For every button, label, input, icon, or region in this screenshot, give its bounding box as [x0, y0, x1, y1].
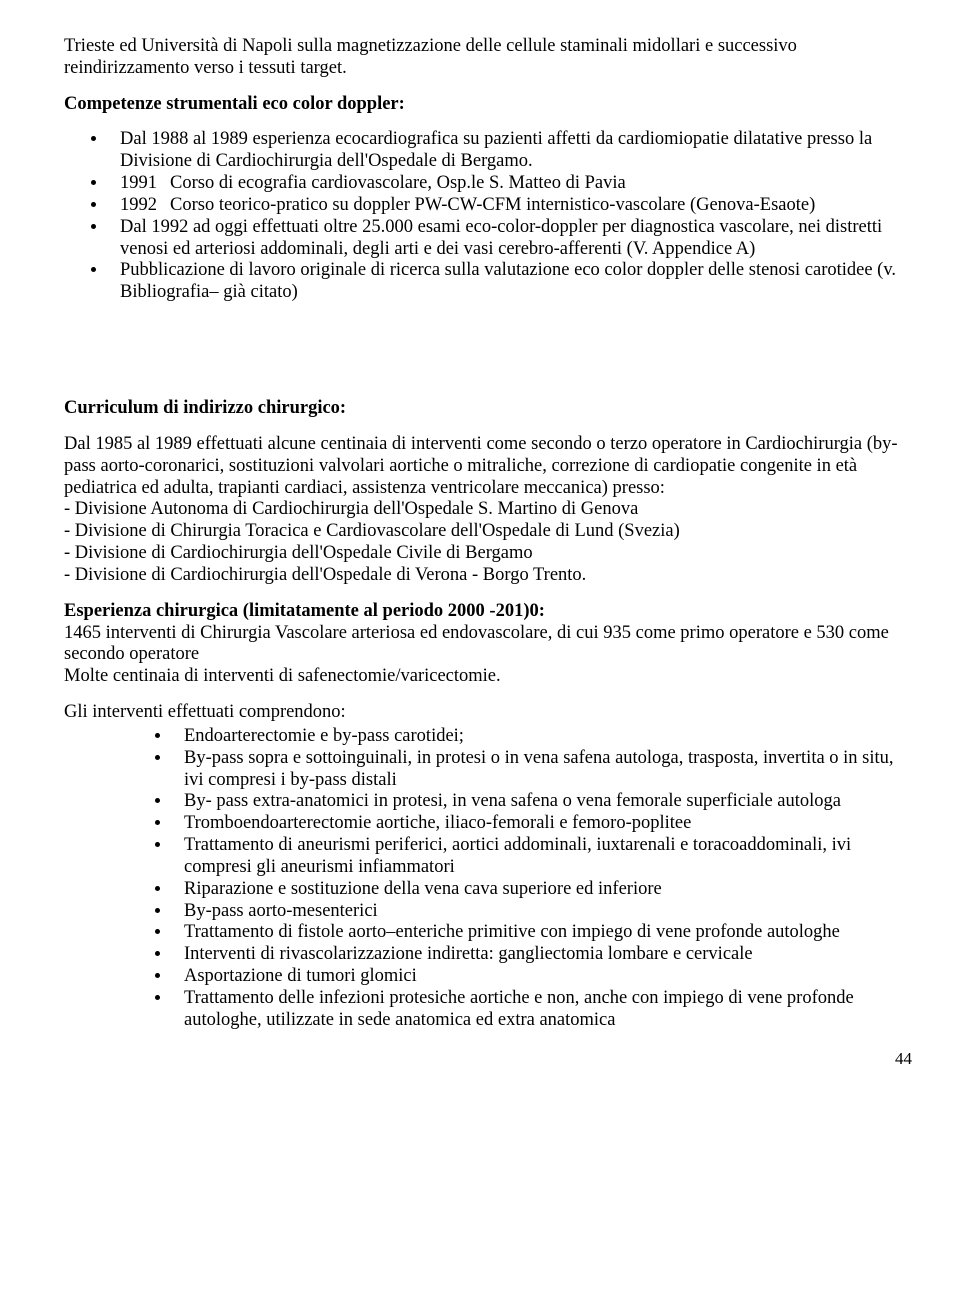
list-text: Endoarterectomie e by-pass carotidei; [184, 726, 464, 746]
list-text: Corso teorico-pratico su doppler PW-CW-C… [170, 195, 815, 215]
list-text: Riparazione e sostituzione della vena ca… [184, 879, 662, 899]
list-item: Trattamento di aneurismi periferici, aor… [172, 835, 912, 879]
paragraph-line: Dal 1985 al 1989 effettuati alcune centi… [64, 434, 912, 499]
paragraph-line: - Divisione di Cardiochirurgia dell'Ospe… [64, 565, 912, 587]
list-text: Tromboendoarterectomie aortiche, iliaco-… [184, 813, 691, 833]
intro-paragraph: Trieste ed Università di Napoli sulla ma… [64, 36, 912, 80]
list-text: Pubblicazione di lavoro originale di ric… [120, 260, 896, 302]
list-text: By-pass sopra e sottoinguinali, in prote… [184, 748, 894, 790]
list-text: Trattamento delle infezioni protesiche a… [184, 988, 854, 1030]
list-item: Trattamento di fistole aorto–enteriche p… [172, 922, 912, 944]
paragraph-line: - Divisione di Cardiochirurgia dell'Ospe… [64, 543, 912, 565]
interventi-intro: Gli interventi effettuati comprendono: [64, 702, 912, 724]
heading-competenze: Competenze strumentali eco color doppler… [64, 94, 912, 116]
list-item: Pubblicazione di lavoro originale di ric… [108, 260, 912, 304]
paragraph-line: - Divisione di Chirurgia Toracica e Card… [64, 521, 912, 543]
list-item: Dal 1992 ad oggi effettuati oltre 25.000… [108, 217, 912, 261]
list-item: By- pass extra-anatomici in protesi, in … [172, 791, 912, 813]
list-item: By-pass aorto-mesenterici [172, 901, 912, 923]
list-text: Dal 1992 ad oggi effettuati oltre 25.000… [120, 217, 882, 259]
heading-curriculum: Curriculum di indirizzo chirurgico: [64, 398, 912, 420]
list-text: By-pass aorto-mesenterici [184, 901, 378, 921]
list-item: Endoarterectomie e by-pass carotidei; [172, 726, 912, 748]
list-item: Dal 1988 al 1989 esperienza ecocardiogra… [108, 129, 912, 173]
list-text: Dal 1988 al 1989 esperienza ecocardiogra… [120, 129, 872, 171]
esperienza-heading-text: Esperienza chirurgica (limitatamente al … [64, 601, 545, 621]
list-year: 1992 [120, 195, 170, 217]
competenze-list: Dal 1988 al 1989 esperienza ecocardiogra… [64, 129, 912, 304]
list-item: Trattamento delle infezioni protesiche a… [172, 988, 912, 1032]
curriculum-paragraph: Dal 1985 al 1989 effettuati alcune centi… [64, 434, 912, 587]
list-text: Asportazione di tumori glomici [184, 966, 417, 986]
list-item: Asportazione di tumori glomici [172, 966, 912, 988]
heading-esperienza: Esperienza chirurgica (limitatamente al … [64, 601, 912, 623]
list-item: Tromboendoarterectomie aortiche, iliaco-… [172, 813, 912, 835]
list-text: Trattamento di fistole aorto–enteriche p… [184, 922, 840, 942]
list-item: Interventi di rivascolarizzazione indire… [172, 944, 912, 966]
list-item: 1992Corso teorico-pratico su doppler PW-… [108, 195, 912, 217]
list-year: 1991 [120, 173, 170, 195]
paragraph-line: - Divisione Autonoma di Cardiochirurgia … [64, 499, 912, 521]
list-item: 1991Corso di ecografia cardiovascolare, … [108, 173, 912, 195]
list-text: Corso di ecografia cardiovascolare, Osp.… [170, 173, 626, 193]
esperienza-paragraph: 1465 interventi di Chirurgia Vascolare a… [64, 623, 912, 688]
list-text: Interventi di rivascolarizzazione indire… [184, 944, 753, 964]
interventi-list: Endoarterectomie e by-pass carotidei; By… [64, 726, 912, 1032]
paragraph-line: 1465 interventi di Chirurgia Vascolare a… [64, 623, 912, 667]
list-item: Riparazione e sostituzione della vena ca… [172, 879, 912, 901]
list-item: By-pass sopra e sottoinguinali, in prote… [172, 748, 912, 792]
list-text: Trattamento di aneurismi periferici, aor… [184, 835, 851, 877]
paragraph-line: Molte centinaia di interventi di safenec… [64, 666, 912, 688]
page-number: 44 [64, 1049, 912, 1069]
list-text: By- pass extra-anatomici in protesi, in … [184, 791, 841, 811]
